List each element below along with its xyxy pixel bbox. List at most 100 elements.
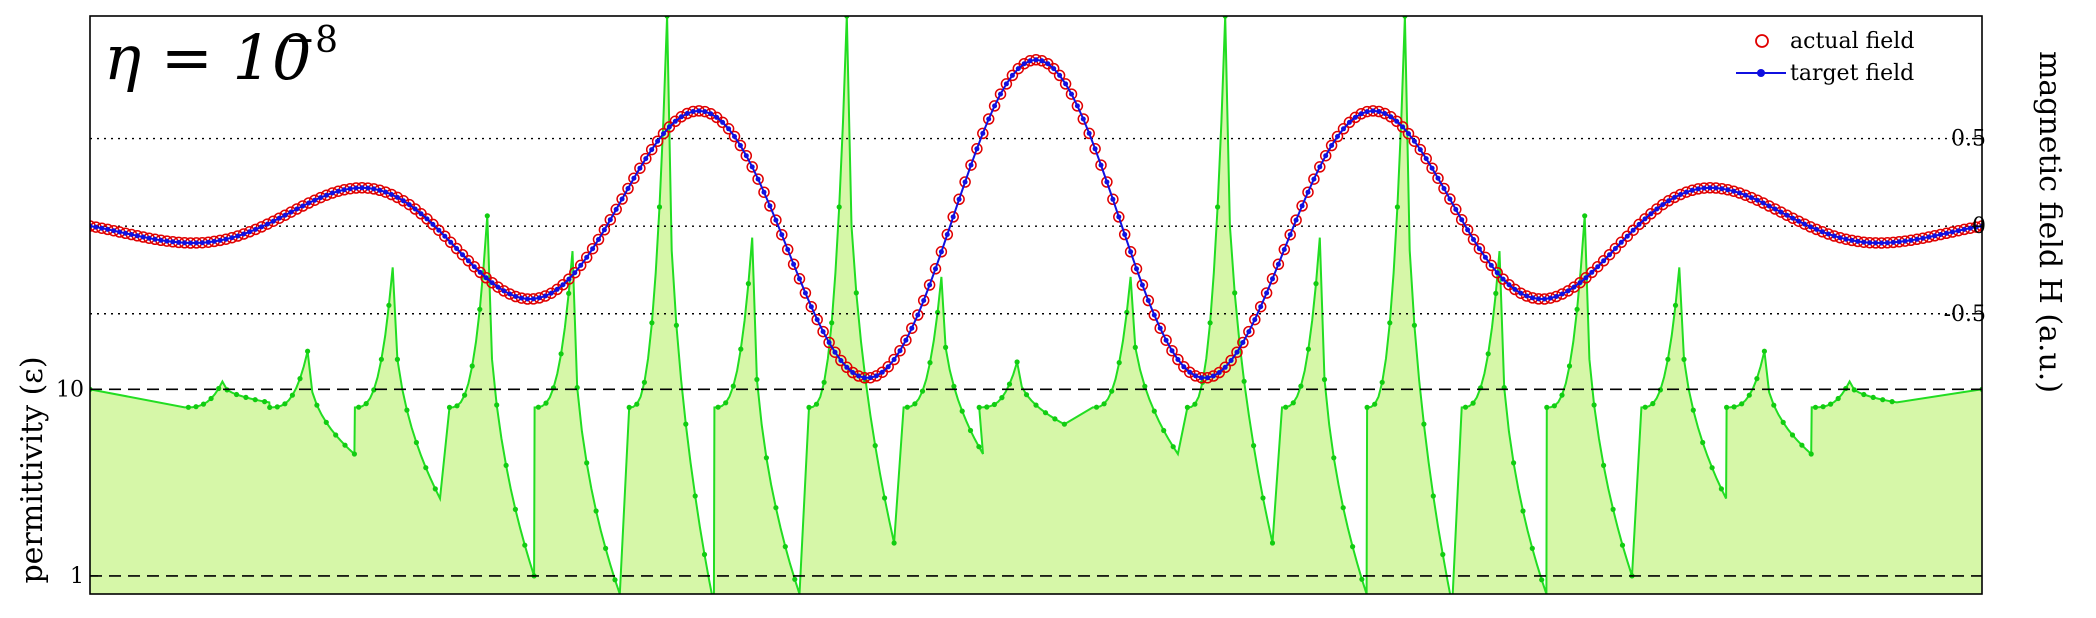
permittivity-point	[634, 401, 640, 407]
actual-field-point	[308, 194, 321, 206]
actual-field-point	[1319, 149, 1332, 162]
actual-field-point	[610, 203, 622, 216]
target-field-point	[465, 258, 471, 264]
actual-field-point	[1586, 266, 1598, 279]
actual-field-point	[1172, 353, 1184, 366]
permittivity-point	[1372, 401, 1378, 407]
actual-field-point	[900, 334, 912, 346]
target-field-point	[933, 266, 938, 272]
target-field-point	[944, 232, 950, 237]
target-field-point	[1754, 197, 1760, 203]
target-field-point	[1896, 239, 1902, 245]
target-field-point	[1707, 185, 1713, 191]
target-field-point	[389, 192, 394, 197]
target-field-point	[791, 261, 797, 267]
target-field-point	[649, 147, 655, 153]
actual-field-point	[640, 152, 652, 165]
actual-field-point	[462, 255, 475, 267]
permittivity-point	[566, 290, 572, 296]
permittivity-point	[1161, 427, 1167, 434]
permittivity-point	[535, 404, 542, 410]
target-field-point	[643, 156, 649, 162]
permittivity-point	[1880, 397, 1886, 403]
actual-field-point	[793, 273, 806, 285]
target-field-point	[1323, 153, 1329, 159]
actual-field-point	[1113, 211, 1125, 223]
target-field-point	[1453, 206, 1459, 212]
actual-field-point	[1674, 188, 1687, 201]
permittivity-point	[967, 427, 974, 434]
left-tick-label: 1	[70, 564, 84, 589]
target-field-point	[477, 269, 483, 275]
permittivity-point	[342, 442, 348, 448]
target-field-point	[1205, 375, 1210, 381]
permittivity-point	[394, 356, 400, 362]
permittivity-point	[543, 400, 549, 406]
permittivity-point	[1718, 486, 1724, 492]
target-field-point	[1476, 246, 1482, 252]
permittivity-point	[193, 404, 199, 410]
target-field-point	[454, 246, 460, 251]
target-field-point	[1595, 264, 1601, 270]
permittivity-point	[773, 505, 779, 511]
actual-field-point	[823, 336, 835, 349]
target-field-point	[826, 340, 832, 345]
permittivity-point	[356, 404, 362, 410]
legend-actual-label: actual field	[1790, 29, 1914, 54]
target-field-point	[1660, 202, 1666, 208]
target-field-point	[365, 185, 371, 191]
permittivity-point	[423, 465, 429, 471]
actual-field-point	[722, 123, 735, 135]
actual-field-point	[1662, 195, 1675, 207]
target-field-point	[779, 232, 785, 238]
right-axis-ticks: 0.5 0 -0.5	[1944, 127, 1986, 327]
target-field-point	[856, 373, 862, 379]
left-axis-label: permittivity (ε)	[15, 356, 50, 583]
target-field-point	[867, 375, 873, 381]
permittivity-point	[984, 404, 990, 410]
target-field-point	[1630, 227, 1636, 233]
target-field-point	[1417, 147, 1423, 153]
target-field-point	[1074, 103, 1080, 109]
permittivity-point	[282, 401, 288, 407]
permittivity-point	[701, 551, 708, 558]
target-field-point	[1352, 114, 1358, 120]
target-field-point	[507, 291, 513, 297]
target-field-point	[1175, 357, 1181, 362]
actual-field-point	[982, 113, 995, 125]
target-field-point	[1122, 232, 1128, 237]
target-field-point	[489, 280, 495, 286]
target-field-point	[1890, 239, 1896, 245]
target-field-point	[276, 215, 282, 221]
target-field-point	[767, 203, 773, 209]
target-field-point	[607, 217, 613, 223]
target-field-point	[235, 233, 241, 239]
target-field-point	[1814, 226, 1819, 232]
permittivity-point	[323, 419, 329, 425]
target-field-point	[1932, 233, 1938, 239]
target-field-point	[1411, 138, 1417, 144]
target-field-point	[1902, 238, 1908, 244]
target-field-point	[1855, 238, 1861, 244]
target-field-point	[1654, 206, 1660, 212]
permittivity-point	[1610, 506, 1616, 512]
actual-field-point	[1296, 200, 1308, 212]
target-field-point	[992, 103, 998, 109]
permittivity-point	[378, 356, 384, 362]
target-field-point	[1713, 185, 1719, 191]
target-field-point	[596, 237, 601, 242]
target-field-point	[536, 295, 542, 301]
target-field-point	[879, 369, 885, 375]
target-field-point	[418, 211, 424, 217]
target-field-point	[1021, 61, 1027, 67]
permittivity-point	[233, 391, 240, 398]
target-field-point	[1151, 312, 1157, 318]
target-field-point	[1275, 261, 1281, 267]
actual-field-point	[504, 288, 516, 300]
target-field-point	[117, 229, 123, 235]
target-field-point	[1879, 240, 1884, 246]
permittivity-point	[692, 493, 698, 499]
target-field-point	[578, 262, 584, 268]
target-field-point	[684, 111, 690, 116]
target-field-point	[519, 295, 525, 301]
